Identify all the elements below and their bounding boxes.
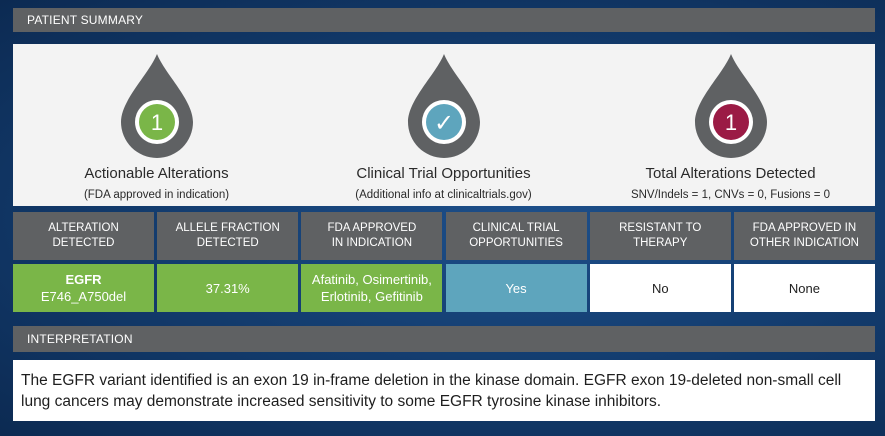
resistant-cell: No (589, 264, 731, 312)
actionable-alterations-title: Actionable Alterations (84, 165, 229, 182)
clinical-trial-subtitle: (Additional info at clinicaltrials.gov) (355, 189, 532, 201)
actionable-count: 1 (150, 110, 162, 135)
droplet-icon: 1 (120, 54, 193, 158)
total-alterations-title: Total Alterations Detected (645, 165, 816, 182)
patient-summary-header: PATIENT SUMMARY (13, 8, 875, 32)
allele-fraction-cell: 37.31% (157, 264, 299, 312)
patient-summary-title: PATIENT SUMMARY (27, 13, 144, 27)
total-alterations-metric: 1 Total Alterations Detected SNV/Indels … (587, 44, 874, 206)
droplet-icon: 1 (694, 54, 767, 158)
header-clinical-trial: CLINICAL TRIAL OPPORTUNITIES (445, 212, 587, 260)
header-fda-other: FDA APPROVED IN OTHER INDICATION (733, 212, 875, 260)
alteration-table: ALTERATION DETECTED ALLELE FRACTION DETE… (13, 212, 875, 314)
actionable-alterations-metric: 1 Actionable Alterations (FDA approved i… (13, 44, 300, 206)
interpretation-text: The EGFR variant identified is an exon 1… (21, 372, 842, 410)
clinical-trial-cell: Yes (445, 264, 587, 312)
interpretation-title: INTERPRETATION (27, 332, 133, 346)
interpretation-header: INTERPRETATION (13, 326, 875, 352)
variant-name: E746_A750del (40, 289, 127, 304)
header-allele-fraction: ALLELE FRACTION DETECTED (157, 212, 299, 260)
interpretation-panel: The EGFR variant identified is an exon 1… (13, 360, 875, 421)
alteration-cell: EGFR E746_A750del (13, 264, 154, 312)
total-count: 1 (724, 110, 736, 135)
header-resistant: RESISTANT TO THERAPY (589, 212, 731, 260)
droplet-icon: ✓ (407, 54, 480, 158)
actionable-alterations-subtitle: (FDA approved in indication) (83, 189, 230, 201)
fda-approved-cell: Afatinib, Osimertinib, Erlotinib, Gefiti… (301, 264, 443, 312)
checkmark-icon: ✓ (433, 109, 453, 137)
clinical-trial-title: Clinical Trial Opportunities (356, 165, 531, 182)
fda-other-cell: None (733, 264, 875, 312)
clinical-trial-metric: ✓ Clinical Trial Opportunities (Addition… (300, 44, 587, 206)
header-alteration-detected: ALTERATION DETECTED (13, 212, 154, 260)
header-fda-approved: FDA APPROVED IN INDICATION (301, 212, 443, 260)
gene-name: EGFR (65, 272, 102, 287)
summary-panel: 1 Actionable Alterations (FDA approved i… (13, 44, 875, 206)
total-alterations-subtitle: SNV/Indels = 1, CNVs = 0, Fusions = 0 (630, 189, 831, 201)
